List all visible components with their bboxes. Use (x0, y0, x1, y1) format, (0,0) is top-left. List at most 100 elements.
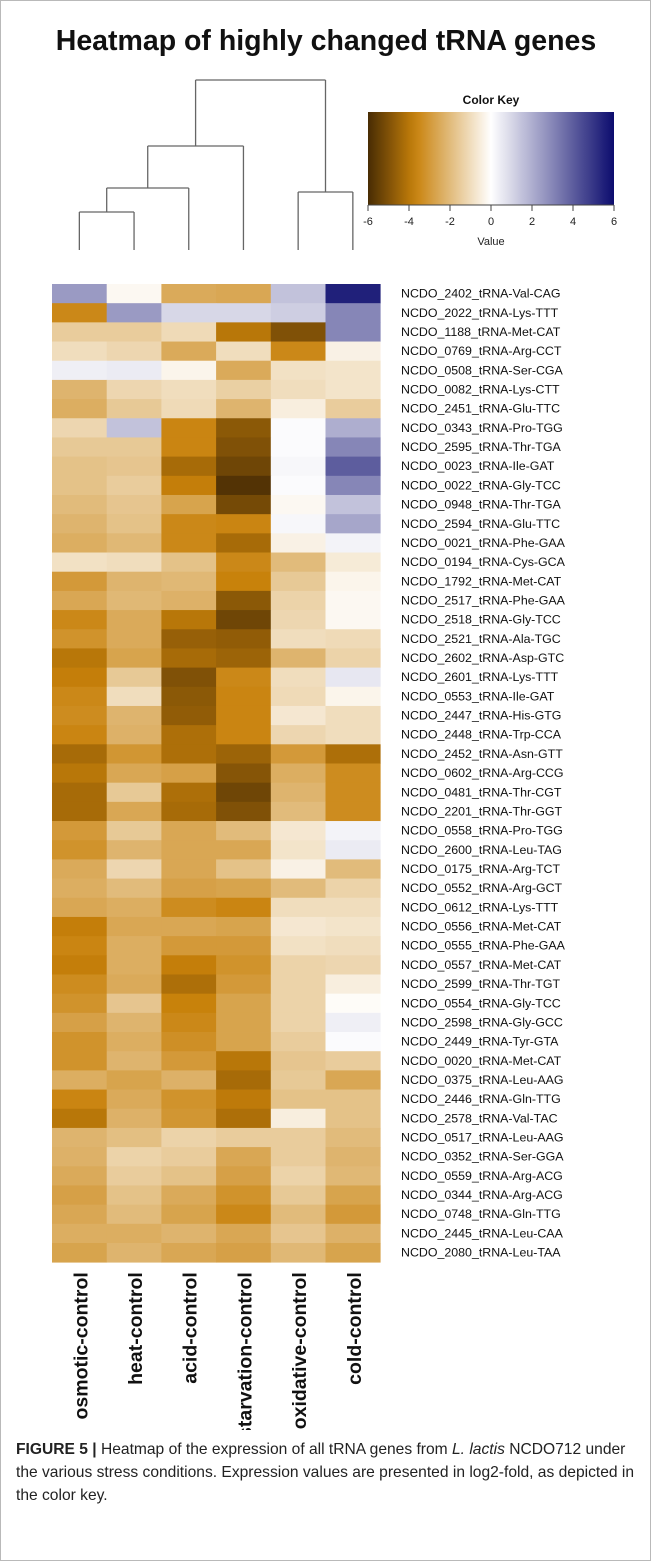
heatmap-cell (216, 821, 272, 841)
heatmap-cell (161, 1108, 217, 1129)
heatmap-cell (52, 1108, 108, 1129)
heatmap-cell (52, 571, 108, 592)
heatmap-cell (106, 360, 162, 381)
heatmap-cell (52, 993, 108, 1014)
heatmap-cell (216, 1166, 272, 1186)
heatmap-cell (325, 1032, 381, 1052)
heatmap-cell (270, 840, 326, 860)
heatmap-cell (161, 1070, 217, 1090)
heatmap-cell (270, 936, 326, 956)
heatmap-cell (161, 494, 217, 515)
heatmap-cell (216, 744, 272, 764)
heatmap-cell (52, 437, 108, 458)
row-label: NCDO_2448_tRNA-Trp-CCA (401, 728, 562, 742)
heatmap-cell (106, 1089, 162, 1110)
heatmap-cell (106, 878, 162, 899)
heatmap-cell (106, 821, 162, 841)
heatmap-cell (325, 610, 381, 630)
heatmap-cell (161, 1089, 217, 1110)
heatmap-cell (270, 686, 326, 707)
heatmap-cell (52, 1243, 108, 1263)
heatmap-cell (52, 1070, 108, 1090)
heatmap-cell (52, 494, 108, 515)
heatmap-cell (325, 590, 381, 611)
heatmap-cell (270, 514, 326, 534)
caption-species: L. lactis (452, 1441, 505, 1458)
heatmap-cell (106, 1223, 162, 1244)
heatmap-cell (216, 705, 272, 726)
heatmap-cell (161, 418, 217, 438)
heatmap-cell (52, 897, 108, 918)
heatmap-cell (106, 1127, 162, 1148)
heatmap-cell (52, 686, 108, 707)
heatmap-cell (216, 993, 272, 1014)
row-label: NCDO_0553_tRNA-Ile-GAT (401, 689, 555, 703)
heatmap-cell (325, 1166, 381, 1186)
heatmap-cell (270, 533, 326, 553)
heatmap-cell (161, 686, 217, 707)
heatmap-cell (270, 399, 326, 419)
heatmap-cell (216, 1070, 272, 1090)
heatmap-cell (161, 284, 217, 304)
heatmap-cell (52, 744, 108, 764)
heatmap-cell (52, 782, 108, 803)
heatmap-cell (106, 418, 162, 438)
heatmap-cell (161, 782, 217, 803)
color-key-tick-label: 6 (611, 216, 617, 228)
heatmap-cell (325, 821, 381, 841)
heatmap-cell (161, 1012, 217, 1033)
heatmap-cell (270, 303, 326, 323)
row-label: NCDO_0557_tRNA-Met-CAT (401, 958, 562, 972)
heatmap-cell (52, 763, 108, 784)
heatmap-cell (161, 1147, 217, 1167)
row-label: NCDO_2402_tRNA-Val-CAG (401, 287, 561, 301)
column-label: osmotic-control (70, 1272, 92, 1419)
heatmap-cell (52, 475, 108, 496)
column-label: cold-control (344, 1272, 366, 1385)
heatmap-cell (52, 514, 108, 534)
heatmap-cell (216, 533, 272, 553)
row-label: NCDO_2451_tRNA-Glu-TTC (401, 402, 560, 416)
heatmap-cell (161, 514, 217, 534)
heatmap-cell (161, 705, 217, 726)
heatmap-cell (270, 379, 326, 400)
heatmap-cell (216, 936, 272, 956)
heatmap-cell (161, 955, 217, 975)
heatmap-cell (325, 399, 381, 419)
row-label: NCDO_0556_tRNA-Met-CAT (401, 920, 562, 934)
heatmap-cell (270, 1166, 326, 1186)
heatmap-cell (216, 667, 272, 688)
heatmap-cell (216, 552, 272, 573)
heatmap-cell (161, 1127, 217, 1148)
heatmap-cell (52, 648, 108, 668)
heatmap-cell (216, 303, 272, 323)
heatmap-cell (52, 667, 108, 688)
heatmap-cell (106, 284, 162, 304)
heatmap-cell (325, 303, 381, 323)
heatmap-cell (106, 1108, 162, 1129)
row-label: NCDO_0508_tRNA-Ser-CGA (401, 363, 564, 377)
heatmap-cell (325, 437, 381, 458)
heatmap-cell (161, 475, 217, 496)
heatmap-cell (106, 1243, 162, 1263)
heatmap-cell (106, 437, 162, 458)
row-label: NCDO_0023_tRNA-Ile-GAT (401, 459, 555, 473)
heatmap-cell (270, 1051, 326, 1071)
heatmap-cell (216, 1012, 272, 1033)
row-label: NCDO_0602_tRNA-Arg-CCG (401, 766, 564, 780)
heatmap-cell (216, 629, 272, 649)
heatmap-cell (161, 341, 217, 362)
heatmap-cell (216, 322, 272, 342)
row-label: NCDO_0552_tRNA-Arg-GCT (401, 881, 563, 895)
heatmap-cell (161, 763, 217, 784)
heatmap-cell (106, 1185, 162, 1206)
heatmap-cell (161, 1166, 217, 1186)
heatmap-cell (325, 897, 381, 918)
heatmap-cell (161, 303, 217, 323)
heatmap-cell (106, 475, 162, 496)
heatmap-cell (106, 629, 162, 649)
heatmap-cell (52, 284, 108, 304)
heatmap-cell (325, 648, 381, 668)
heatmap-cell (161, 878, 217, 899)
heatmap-cell (52, 974, 108, 995)
